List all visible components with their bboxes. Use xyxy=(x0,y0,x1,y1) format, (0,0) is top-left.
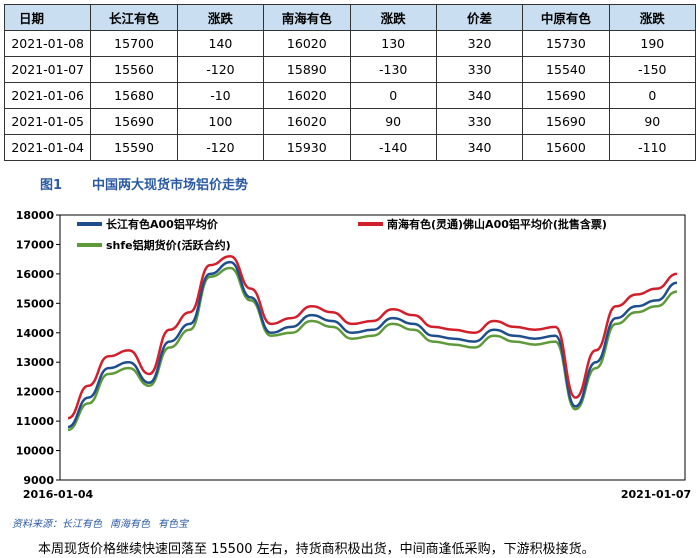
series-line-2 xyxy=(67,266,678,432)
y-tick-label: 14000 xyxy=(16,327,55,340)
legend-label-nanhai: 南海有色(灵通)佛山A00铝平均价(批售含票) xyxy=(387,217,607,231)
source-item: 南海有色 xyxy=(110,519,150,530)
y-axis: 9000 10000 11000 12000 13000 14000 15000 16000 1… xyxy=(16,209,60,487)
cell-date: 2021-01-05 xyxy=(3,108,92,135)
cell-change-1: 100 xyxy=(176,108,265,135)
cell-spread: 340 xyxy=(435,82,524,109)
cell-change-3: -110 xyxy=(608,134,697,161)
cell-zhongyuan: 15690 xyxy=(522,82,610,109)
cell-change-1: -10 xyxy=(176,82,265,109)
cell-date: 2021-01-08 xyxy=(3,30,92,57)
cell-change-2: 0 xyxy=(349,82,437,109)
cell-change-2: -140 xyxy=(349,134,437,161)
cell-nanhai: 16020 xyxy=(263,108,351,135)
cell-nanhai: 15890 xyxy=(263,56,351,83)
figure-caption: 图1 中国两大现货市场铝价走势 xyxy=(40,174,278,193)
x-start-label: 2016-01-04 xyxy=(23,488,94,501)
x-end-label: 2021-01-07 xyxy=(621,488,691,501)
y-tick-label: 15000 xyxy=(16,297,55,310)
y-tick-label: 12000 xyxy=(16,386,55,399)
cell-nanhai: 15930 xyxy=(263,134,351,161)
cell-spread: 330 xyxy=(435,56,524,83)
header-change-2: 涨跌 xyxy=(349,4,437,31)
cell-zhongyuan: 15540 xyxy=(522,56,610,83)
cell-change-2: 90 xyxy=(349,108,437,135)
table-row: 2021-01-06 15680 -10 16020 0 340 15690 0 xyxy=(3,82,697,109)
legend-label-shfe: shfe铝期货价(活跃合约) xyxy=(106,238,231,252)
cell-zhongyuan: 15730 xyxy=(522,30,610,57)
series-line-1 xyxy=(67,254,678,420)
cell-change-3: 190 xyxy=(608,30,697,57)
y-tick-label: 13000 xyxy=(16,356,55,369)
source-label: 资料来源：长江有色 xyxy=(12,519,102,530)
cell-change-2: -130 xyxy=(349,56,437,83)
cell-changjiang: 15590 xyxy=(90,134,178,161)
cell-zhongyuan: 15600 xyxy=(522,134,610,161)
summary-note: 本周现货价格继续快速回落至 15500 左右，持货商积极出货，中间商逢低采购，下… xyxy=(38,542,595,557)
header-nanhai: 南海有色 xyxy=(263,4,351,31)
cell-change-3: 90 xyxy=(608,108,697,135)
cell-nanhai: 16020 xyxy=(263,30,351,57)
cell-zhongyuan: 15690 xyxy=(522,108,610,135)
series-line-0 xyxy=(67,260,678,429)
cell-date: 2021-01-06 xyxy=(3,82,92,109)
cell-change-2: 130 xyxy=(349,30,437,57)
cell-change-1: -120 xyxy=(176,134,265,161)
cell-changjiang: 15690 xyxy=(90,108,178,135)
figure-title: 中国两大现货市场铝价走势 xyxy=(92,178,249,193)
cell-change-1: -120 xyxy=(176,56,265,83)
y-tick-label: 9000 xyxy=(23,474,54,487)
x-axis-labels: 2016-01-04 2021-01-07 xyxy=(23,488,691,501)
chart-legend: 长江有色A00铝平均价 shfe铝期货价(活跃合约) 南海有色(灵通)佛山A00… xyxy=(77,217,607,252)
header-change-1: 涨跌 xyxy=(176,4,265,31)
cell-spread: 330 xyxy=(435,108,524,135)
table-row: 2021-01-08 15700 140 16020 130 320 15730… xyxy=(3,30,697,57)
source-item: 有色宝 xyxy=(158,519,188,530)
cell-spread: 340 xyxy=(435,134,524,161)
cell-changjiang: 15560 xyxy=(90,56,178,83)
cell-spread: 320 xyxy=(435,30,524,57)
y-tick-label: 11000 xyxy=(16,415,55,428)
cell-change-3: -150 xyxy=(608,56,697,83)
header-spread: 价差 xyxy=(435,4,524,31)
cell-changjiang: 15700 xyxy=(90,30,178,57)
y-tick-label: 10000 xyxy=(16,445,55,458)
y-tick-label: 18000 xyxy=(16,209,55,222)
y-tick-label: 17000 xyxy=(16,238,55,251)
aluminium-price-chart: 9000 10000 11000 12000 13000 14000 15000 16000 1… xyxy=(16,209,691,501)
price-table: 日期 长江有色 涨跌 南海有色 涨跌 价差 中原有色 涨跌 2021-01-08… xyxy=(3,4,697,161)
header-change-3: 涨跌 xyxy=(608,4,697,31)
plot-frame xyxy=(59,214,686,481)
header-changjiang: 长江有色 xyxy=(90,4,178,31)
series-lines xyxy=(67,254,678,432)
cell-change-1: 140 xyxy=(176,30,265,57)
cell-nanhai: 16020 xyxy=(263,82,351,109)
y-tick-label: 16000 xyxy=(16,268,55,281)
table-row: 2021-01-04 15590 -120 15930 -140 340 156… xyxy=(3,134,697,161)
header-zhongyuan: 中原有色 xyxy=(522,4,610,31)
table-row: 2021-01-05 15690 100 16020 90 330 15690 … xyxy=(3,108,697,135)
source-note: 资料来源：长江有色 南海有色 有色宝 xyxy=(12,515,196,530)
table-row: 2021-01-07 15560 -120 15890 -130 330 155… xyxy=(3,56,697,83)
cell-change-3: 0 xyxy=(608,82,697,109)
legend-label-changjiang: 长江有色A00铝平均价 xyxy=(106,217,219,231)
cell-date: 2021-01-04 xyxy=(3,134,92,161)
cell-date: 2021-01-07 xyxy=(3,56,92,83)
cell-changjiang: 15680 xyxy=(90,82,178,109)
figure-number: 图1 xyxy=(40,178,63,193)
table-header-row: 日期 长江有色 涨跌 南海有色 涨跌 价差 中原有色 涨跌 xyxy=(3,4,697,31)
header-date: 日期 xyxy=(3,4,92,31)
